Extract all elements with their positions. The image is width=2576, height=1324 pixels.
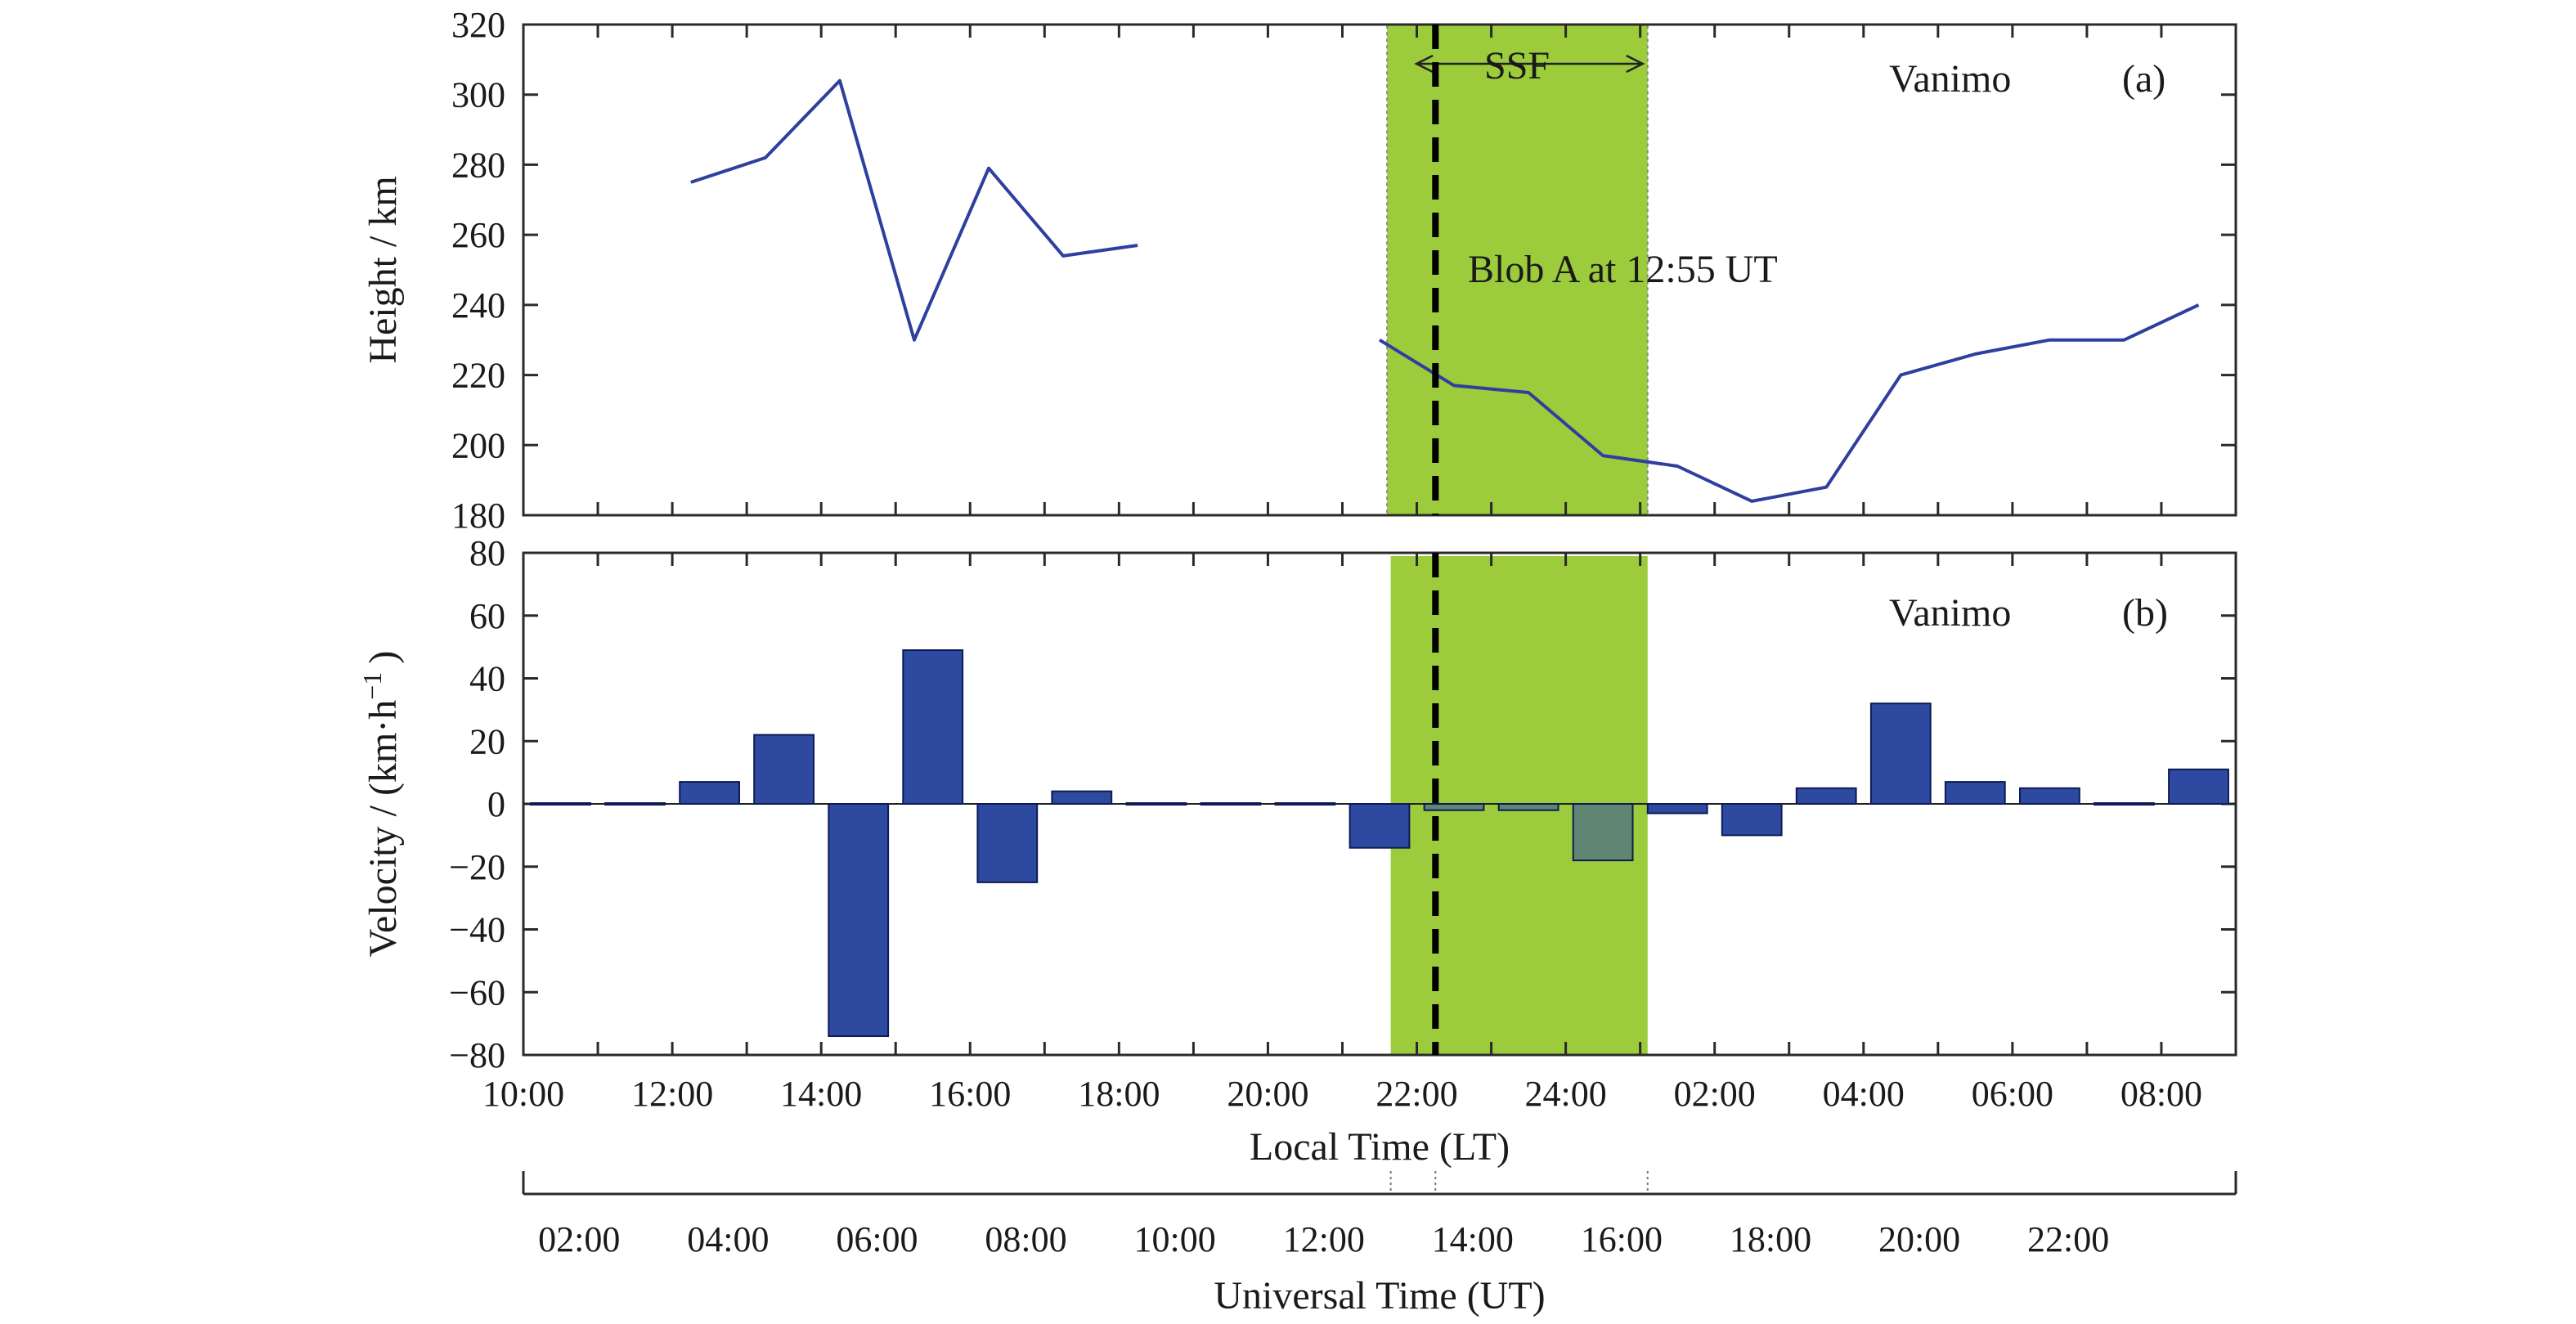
velocity-panel: 80 60 40 20 0 −20 −40 −60 −80 Velocity / (km·h−1…	[357, 533, 2237, 1075]
velocity-panel-label: (b)	[2122, 591, 2168, 635]
ssf-band-height	[1387, 25, 1648, 515]
velocity-bar	[828, 803, 890, 1037]
height-ytick-label: 260	[451, 215, 505, 255]
universal-time-tick-label: 10:00	[1134, 1219, 1216, 1259]
local-time-tick-label: 06:00	[1972, 1074, 2053, 1114]
universal-time-tick-label: 08:00	[985, 1219, 1066, 1259]
height-ytick-label: 320	[451, 5, 505, 45]
local-time-tick-label: 12:00	[631, 1074, 713, 1114]
ssf-label: SSF	[1484, 44, 1550, 88]
velocity-ytick-label: −60	[449, 972, 505, 1012]
velocity-bar	[1795, 787, 1857, 805]
velocity-bar	[2168, 768, 2229, 805]
local-time-tick-label: 10:00	[482, 1074, 564, 1114]
velocity-bar	[2019, 787, 2080, 805]
height-ytick-label: 240	[451, 285, 505, 325]
velocity-bar	[976, 803, 1039, 883]
ssf-arrow-right-head	[1626, 54, 1645, 74]
universal-time-tick-label: 16:00	[1581, 1219, 1663, 1259]
ssf-band-outline-height	[1386, 24, 1649, 516]
velocity-axis-label-main: Velocity / (km·h	[361, 700, 405, 958]
velocity-ytick-label: −20	[449, 847, 505, 887]
universal-time-tick-label: 22:00	[2027, 1219, 2109, 1259]
universal-time-tick-label: 20:00	[1878, 1219, 1960, 1259]
height-series-line-1	[690, 79, 1138, 342]
velocity-bar	[1869, 702, 1932, 806]
universal-time-axis-label: Universal Time (UT)	[1214, 1274, 1545, 1317]
velocity-bar	[1721, 803, 1783, 837]
local-time-tick-label: 14:00	[780, 1074, 862, 1114]
local-time-tick-label: 18:00	[1078, 1074, 1160, 1114]
height-ytick-label: 180	[451, 496, 505, 536]
velocity-bar	[1274, 802, 1336, 806]
universal-time-tick-label: 04:00	[687, 1219, 769, 1259]
local-time-axis: 10:00 12:00 14:00 16:00 18:00 20:00 22:00 24:00…	[482, 1074, 2202, 1169]
local-time-tick-label: 20:00	[1227, 1074, 1308, 1114]
velocity-axis-label-sup: −1	[357, 672, 387, 700]
height-axis-label: Height / km	[361, 176, 405, 363]
local-time-tick-label: 04:00	[1823, 1074, 1905, 1114]
universal-time-tick-label: 06:00	[836, 1219, 918, 1259]
velocity-bar	[679, 781, 741, 805]
height-panel-frame	[522, 23, 2237, 517]
velocity-bar	[1646, 803, 1708, 815]
local-time-tick-label: 24:00	[1524, 1074, 1606, 1114]
velocity-axis-label: Velocity / (km·h−1)	[357, 651, 405, 958]
velocity-ytick-label: 80	[469, 533, 505, 573]
ssf-arrow-left-head	[1414, 54, 1434, 74]
velocity-station-label: Vanimo	[1889, 591, 2011, 635]
velocity-ytick-label: 0	[487, 784, 505, 824]
velocity-ytick-label: −80	[449, 1035, 505, 1075]
velocity-bar	[753, 734, 815, 805]
height-panel-label: (a)	[2122, 57, 2165, 101]
local-time-tick-label: 22:00	[1376, 1074, 1457, 1114]
universal-time-tick-label: 02:00	[538, 1219, 620, 1259]
height-ytick-label: 300	[451, 75, 505, 115]
height-ytick-label: 280	[451, 145, 505, 185]
local-time-tick-label: 02:00	[1674, 1074, 1756, 1114]
local-time-tick-label: 16:00	[929, 1074, 1011, 1114]
universal-time-tick-label: 12:00	[1283, 1219, 1365, 1259]
height-ytick-label: 220	[451, 356, 505, 396]
velocity-bar	[1125, 802, 1187, 806]
velocity-axis-label-close: )	[361, 651, 405, 664]
velocity-bar	[1572, 803, 1634, 862]
velocity-bar	[2094, 802, 2155, 806]
local-time-tick-label: 08:00	[2120, 1074, 2202, 1114]
universal-time-tick-label: 18:00	[1730, 1219, 1811, 1259]
height-ytick-label: 200	[451, 425, 505, 465]
velocity-ytick-label: 20	[469, 721, 505, 761]
blob-label: Blob A at 12:55 UT	[1468, 248, 1778, 291]
velocity-bar	[902, 649, 964, 805]
universal-time-tick-label: 14:00	[1432, 1219, 1514, 1259]
velocity-bar	[1200, 802, 1262, 806]
velocity-bar	[530, 802, 591, 806]
velocity-bar	[1051, 790, 1113, 805]
height-station-label: Vanimo	[1889, 57, 2011, 101]
velocity-bar	[1423, 803, 1485, 811]
height-panel: 320 300 280 260 240 220 200 180 Height / km Van…	[361, 5, 2237, 536]
height-series-line-2	[1378, 303, 2200, 503]
velocity-bar	[1497, 803, 1560, 811]
velocity-ytick-label: 40	[469, 659, 505, 699]
local-time-axis-label: Local Time (LT)	[1250, 1125, 1510, 1169]
universal-time-axis: 02:00 04:00 06:00 08:00 10:00 12:00 14:00 16:00…	[522, 1171, 2237, 1317]
velocity-bar	[604, 802, 666, 806]
velocity-bar	[1944, 781, 2006, 805]
velocity-ytick-label: −40	[449, 910, 505, 950]
velocity-bar	[1349, 803, 1411, 849]
velocity-ytick-label: 60	[469, 596, 505, 636]
